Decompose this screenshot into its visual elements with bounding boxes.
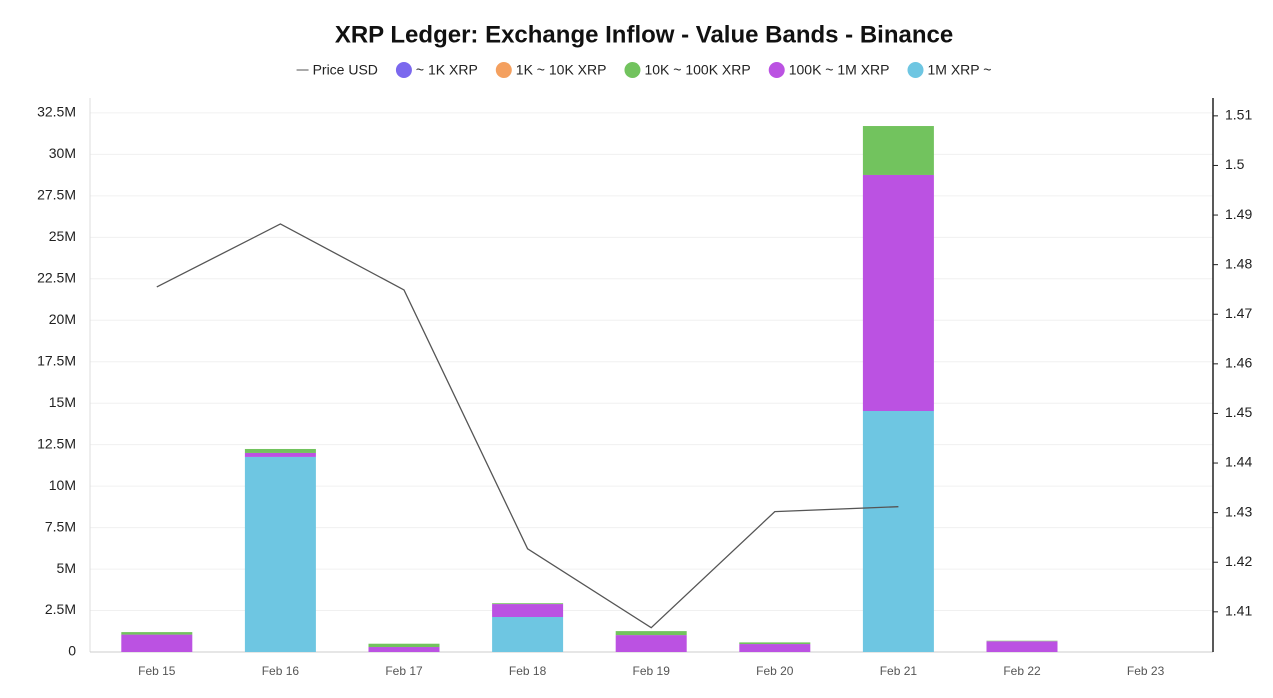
bar-segment (244, 456, 316, 652)
bar-segment (862, 410, 934, 652)
legend-symbol (907, 62, 924, 78)
x-tick-label: Feb 16 (262, 664, 300, 678)
legend-label: 10K ~ 100K XRP (644, 62, 750, 78)
price-line (156, 223, 899, 629)
x-tick-label: Feb 18 (509, 664, 547, 678)
bar-segment (244, 448, 316, 453)
y2-tick-label: 1.41 (1225, 603, 1252, 619)
bar-segment (615, 631, 687, 636)
y-tick-label: 15M (49, 394, 76, 410)
bar-segment (862, 174, 934, 411)
bar-segment (986, 641, 1058, 652)
bar-segment (368, 643, 440, 648)
y-tick-label: 30M (49, 145, 76, 161)
bar-segment (492, 603, 564, 605)
y2-tick-label: 1.51 (1225, 107, 1252, 123)
y-tick-label: 25M (49, 228, 76, 244)
y-tick-label: 27.5M (37, 187, 76, 203)
bar-segment (368, 647, 440, 652)
y-tick-label: 10M (49, 477, 76, 493)
bar-segment (739, 644, 811, 652)
legend-symbol (495, 62, 512, 78)
y2-tick-label: 1.49 (1225, 206, 1252, 222)
legend-label: 1K ~ 10K XRP (516, 62, 607, 78)
x-tick-label: Feb 15 (138, 664, 176, 678)
y2-tick-label: 1.42 (1225, 553, 1252, 569)
legend-symbol (768, 62, 785, 78)
x-tick-label: Feb 19 (633, 664, 671, 678)
y2-tick-label: 1.5 (1225, 156, 1245, 172)
x-tick-label: Feb 23 (1127, 664, 1165, 678)
chart-title: XRP Ledger: Exchange Inflow - Value Band… (335, 21, 953, 48)
bar-segment (244, 452, 316, 457)
bar-segment (492, 617, 564, 652)
legend-item[interactable]: 1K ~ 10K XRP (495, 62, 607, 78)
legend-label: ~ 1K XRP (416, 62, 478, 78)
y-tick-label: 12.5M (37, 435, 76, 451)
legend-label: 1M XRP ~ (928, 62, 992, 78)
y2-tick-label: 1.46 (1225, 355, 1252, 371)
legend-item[interactable]: ~ 1K XRP (395, 62, 478, 78)
x-tick-label: Feb 22 (1003, 664, 1041, 678)
y-tick-label: 32.5M (37, 104, 76, 120)
bar-segment (121, 632, 193, 635)
y-tick-label: 0 (68, 643, 76, 659)
y-tick-label: 7.5M (45, 518, 76, 534)
bar-segment (862, 126, 934, 175)
legend-symbol (395, 62, 412, 78)
legend-label: Price USD (313, 62, 378, 78)
x-tick-label: Feb 20 (756, 664, 794, 678)
legend-item[interactable]: 1M XRP ~ (907, 62, 992, 78)
y-tick-label: 20M (49, 311, 76, 327)
y-tick-label: 5M (57, 560, 76, 576)
y2-tick-label: 1.44 (1225, 454, 1252, 470)
legend-item[interactable]: Price USD (296, 62, 378, 78)
y2-tick-label: 1.47 (1225, 305, 1252, 321)
bar-segment (739, 642, 811, 645)
y-tick-label: 17.5M (37, 352, 76, 368)
y2-tick-label: 1.43 (1225, 503, 1252, 519)
legend-label: 100K ~ 1M XRP (789, 62, 890, 78)
legend-item[interactable]: 100K ~ 1M XRP (768, 62, 890, 78)
y-tick-label: 2.5M (45, 601, 76, 617)
y2-tick-label: 1.45 (1225, 404, 1252, 420)
x-tick-label: Feb 21 (880, 664, 918, 678)
bar-segment (121, 634, 193, 652)
bar-segment (615, 635, 687, 652)
bar-segment (492, 604, 564, 618)
x-tick-label: Feb 17 (385, 664, 423, 678)
y-tick-label: 22.5M (37, 269, 76, 285)
legend-symbol (624, 62, 641, 78)
y2-tick-label: 1.48 (1225, 255, 1252, 271)
legend-item[interactable]: 10K ~ 100K XRP (624, 62, 751, 78)
